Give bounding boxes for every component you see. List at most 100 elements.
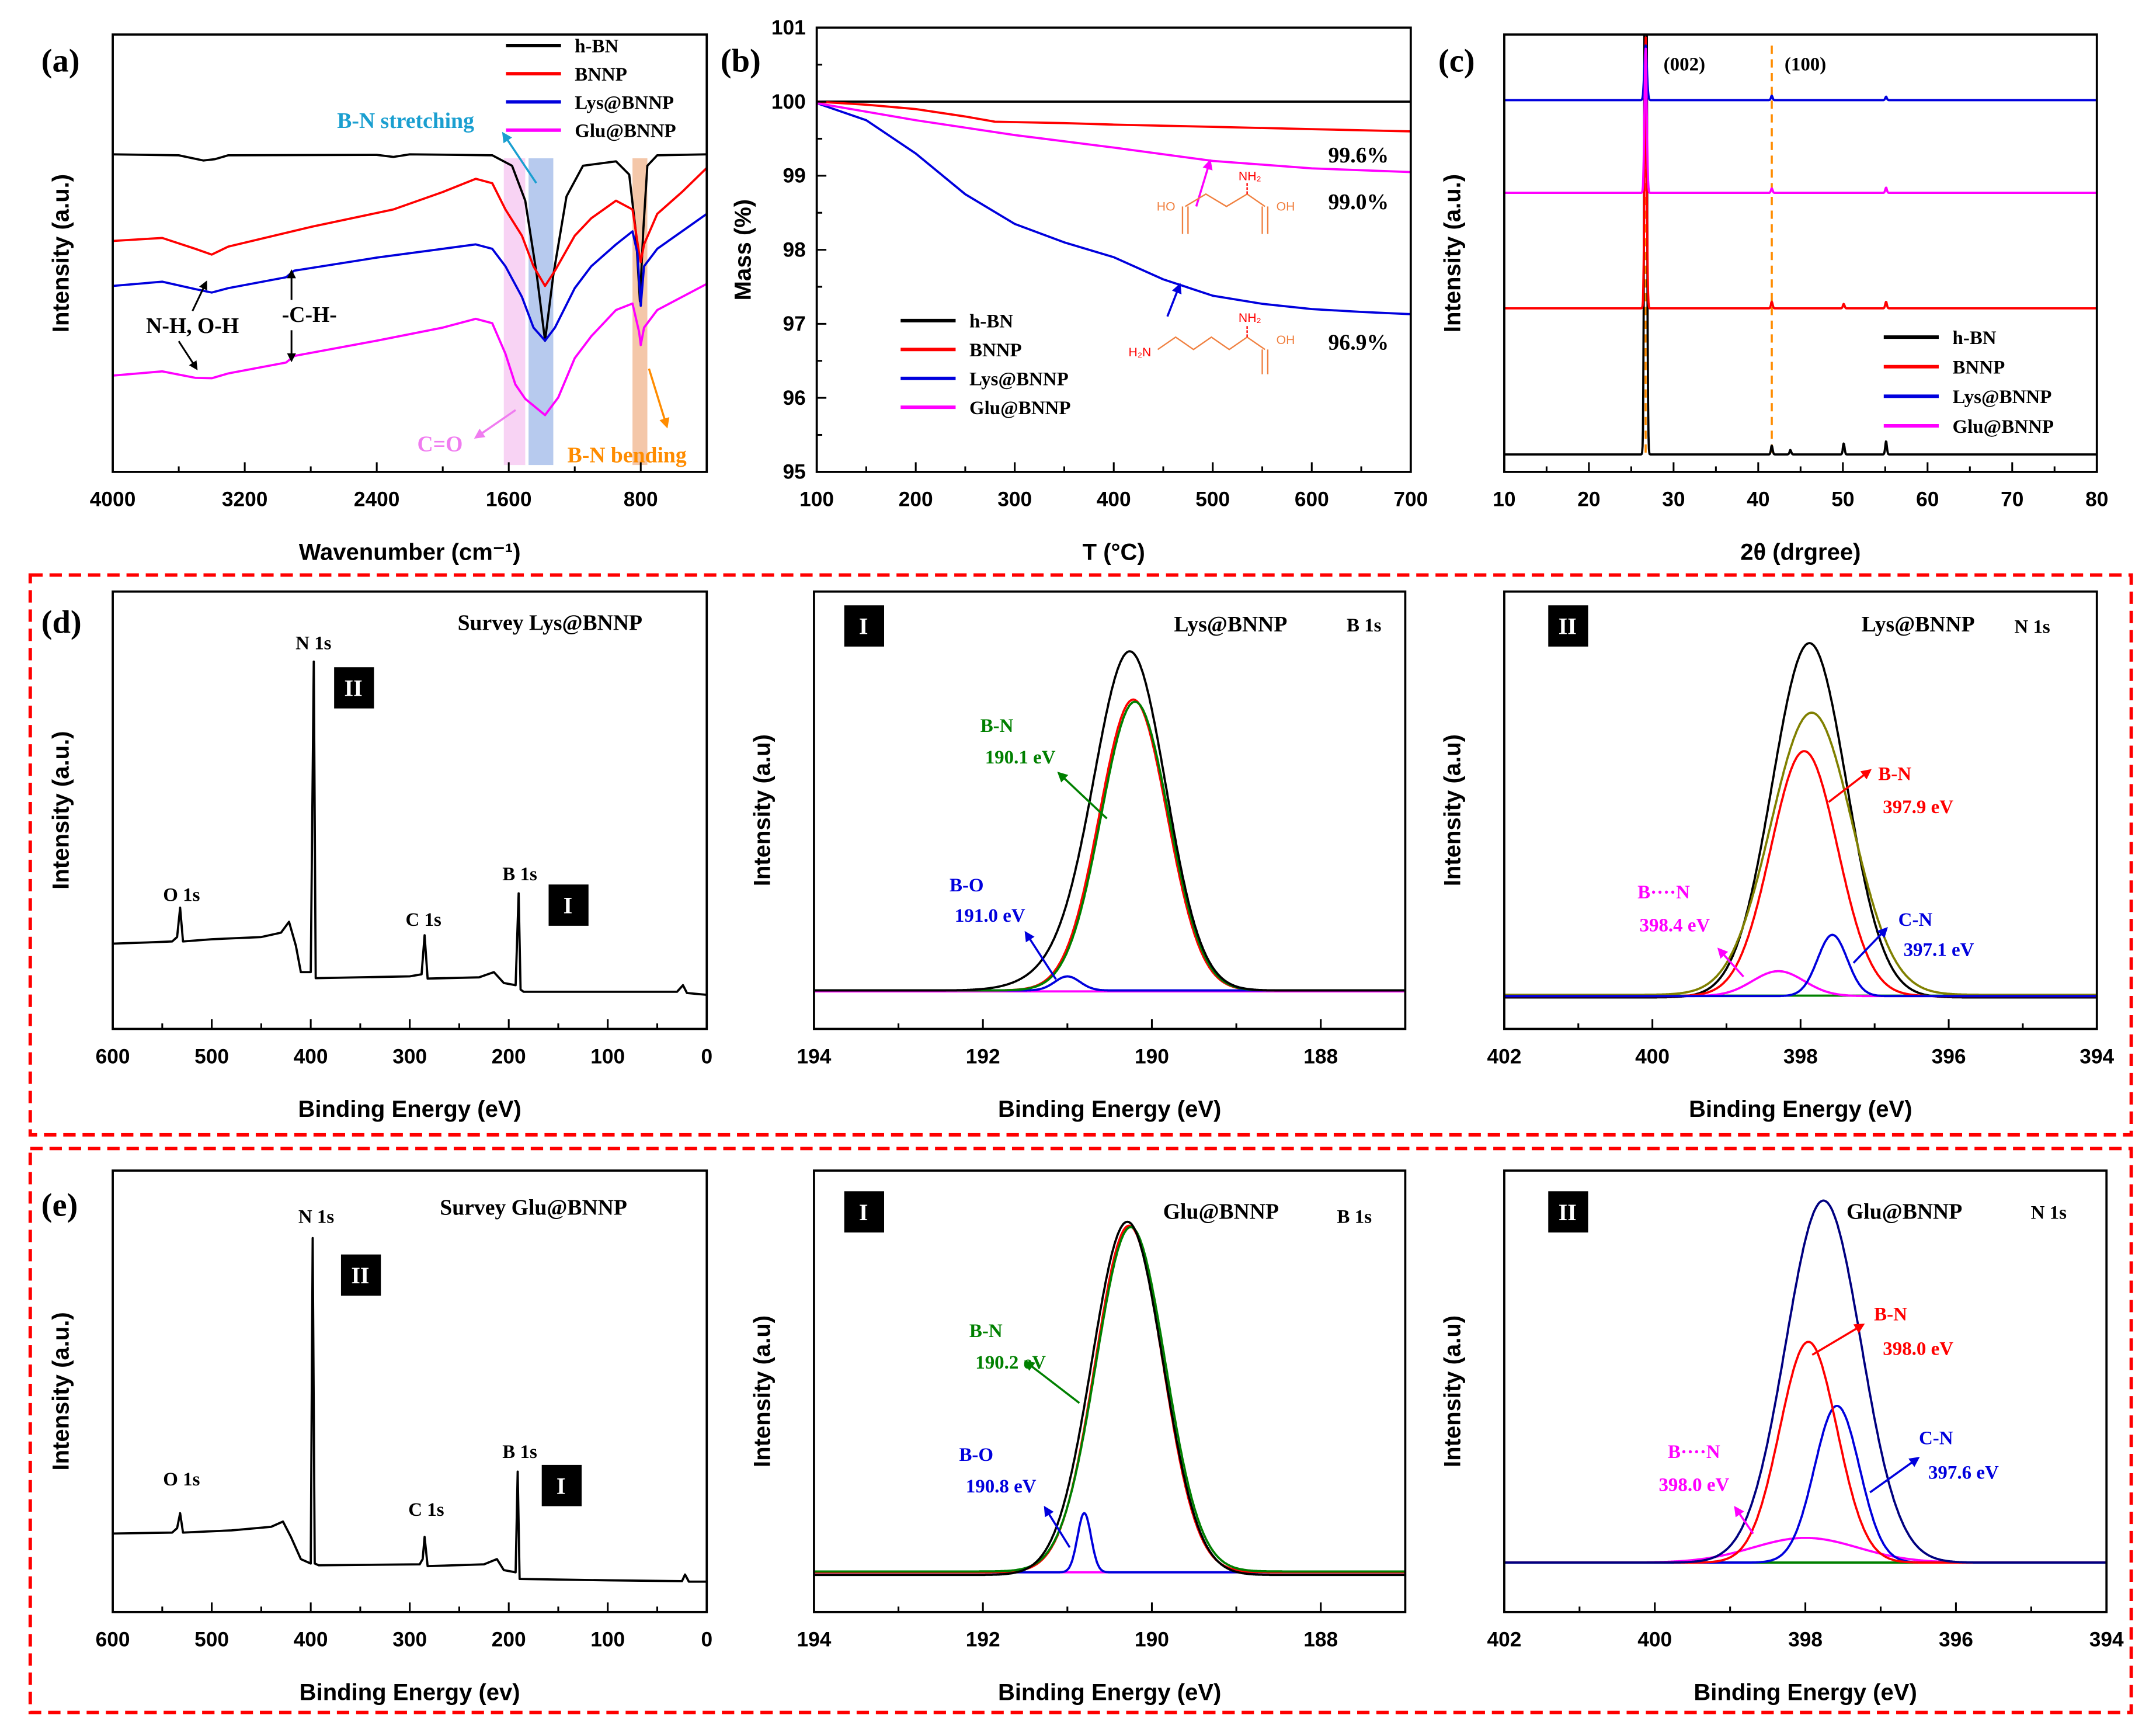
series-line-lys-bnnp — [113, 213, 707, 342]
x-tick-label: 0 — [701, 1045, 712, 1068]
label-ch: -C-H- — [282, 303, 337, 327]
label-bn: B-N — [980, 716, 1014, 737]
glu-nh2-label: NH₂ — [1239, 170, 1261, 183]
label-bn: B-N — [1878, 763, 1911, 784]
arrow-bn — [1828, 769, 1872, 803]
y-axis-label: Intensity (a.u.) — [48, 731, 74, 889]
series-line-c-n — [1504, 933, 2097, 998]
label-bn-ev: 397.9 eV — [1883, 797, 1953, 818]
x-tick-label: 402 — [1487, 1045, 1521, 1068]
x-tick-label: 300 — [392, 1045, 427, 1068]
x-tick-label: 800 — [624, 488, 658, 511]
y-axis-label: Intensity (a.u.) — [48, 1312, 74, 1470]
x-tick-label: 500 — [194, 1629, 229, 1651]
x-tick-label: 398 — [1783, 1045, 1818, 1068]
label-bo-ev: 191.0 eV — [955, 905, 1025, 926]
annotations-b: 99.6% 99.0% 96.9% HO OH NH₂ H₂N OH NH₂ — [1129, 143, 1389, 374]
series-line-glu-bnnp — [816, 102, 1411, 173]
label-cn-ev: 397.6 eV — [1928, 1462, 1999, 1483]
label-bxn: B····N — [1637, 882, 1690, 903]
series-line-glu-bnnp — [113, 283, 707, 416]
y-axis-label: Intensity (a.u) — [1440, 1315, 1466, 1467]
x-axis-label: Binding Energy (eV) — [1689, 1096, 1912, 1122]
label-bo: B-O — [950, 875, 984, 896]
x-tick-label: 300 — [997, 488, 1032, 511]
legend-label: h-BN — [575, 36, 618, 57]
series-group — [813, 1220, 1406, 1577]
lysine-structure — [1157, 324, 1269, 374]
x-tick-label: 400 — [294, 1045, 328, 1068]
plot-frame — [112, 1169, 708, 1613]
marker-box-i — [844, 605, 885, 647]
arrow-bn — [1811, 1323, 1865, 1356]
marker-i: I — [557, 1473, 566, 1499]
y-axis-label: Intensity (a.u) — [1440, 734, 1466, 886]
arrow-nh-oh-2 — [178, 341, 198, 370]
label-bnnp-percent: 99.6% — [1329, 143, 1389, 168]
label-nh-oh: N-H, O-H — [146, 314, 239, 338]
x-tick-label: 80 — [2085, 488, 2108, 511]
series-line-b-n — [813, 1225, 1406, 1573]
arrow-nh-oh-1 — [192, 280, 207, 312]
y-tick-label: 98 — [783, 238, 806, 261]
label-bn-bending: B-N bending — [568, 443, 687, 467]
y-tick-label: 101 — [771, 16, 806, 39]
marker-box-i — [844, 1191, 885, 1232]
panel-title: Lys@BNNP — [1174, 612, 1287, 637]
x-tick-label: 0 — [701, 1629, 712, 1651]
label-cn: C-N — [1919, 1428, 1953, 1449]
panel-title: Glu@BNNP — [1163, 1199, 1279, 1224]
legend-label: Glu@BNNP — [575, 121, 676, 142]
x-tick-label: 500 — [194, 1045, 229, 1068]
x-tick-label: 402 — [1487, 1629, 1521, 1651]
series-line-000000-4 — [813, 650, 1406, 992]
highlight-band — [503, 158, 526, 466]
x-tick-label: 400 — [1097, 488, 1131, 511]
legend-label: Lys@BNNP — [969, 369, 1069, 390]
arrow-bxn — [1734, 1505, 1754, 1534]
marker-i: I — [564, 893, 573, 919]
x-tick-label: 100 — [590, 1045, 625, 1068]
annotations-d-b1s: I Lys@BNNP B 1s B-N 190.1 eV B-O 191.0 e… — [844, 605, 1382, 980]
series-group — [113, 1237, 707, 1583]
x-axis-label: T (°C) — [1083, 540, 1145, 565]
series-line-808000-2 — [1504, 711, 2097, 996]
x-tick-label: 194 — [797, 1629, 831, 1651]
lys-nh2-label: NH₂ — [1239, 311, 1261, 325]
series-line-b-n — [813, 700, 1406, 992]
label-bn-ev: 190.1 eV — [985, 747, 1056, 768]
x-tick-label: 20 — [1577, 488, 1600, 511]
x-tick-label: 300 — [392, 1629, 427, 1651]
marker-ii: II — [345, 675, 363, 702]
panel-d-n1s: 402 400 398 396 394 Binding Energy (eV) Intens… — [1440, 590, 2115, 1122]
marker-box-ii — [1548, 605, 1588, 647]
x-tick-label: 400 — [1635, 1045, 1670, 1068]
x-tick-label: 394 — [2089, 1629, 2124, 1651]
panel-title: Lys@BNNP — [1862, 612, 1975, 637]
label-b1s: B 1s — [502, 864, 537, 885]
x-tick-label: 2400 — [354, 488, 400, 511]
label-bn-ev: 398.0 eV — [1883, 1339, 1953, 1360]
marker-box-i — [541, 1464, 582, 1506]
y-axis-label: Mass (%) — [731, 199, 756, 300]
plot-frame — [112, 590, 708, 1030]
annotations-e-n1s: II Glu@BNNP N 1s B-N 398.0 eV B····N 398… — [1548, 1191, 2067, 1534]
x-tick-label: 192 — [966, 1045, 1000, 1068]
x-tick-label: 100 — [799, 488, 834, 511]
panel-e-n1s: 402 400 398 396 394 Binding Energy (eV) Intens… — [1440, 1169, 2124, 1706]
label-cn: C-N — [1898, 909, 1933, 931]
x-tick-label: 398 — [1788, 1629, 1823, 1651]
series-group — [813, 650, 1406, 993]
plot-frame — [813, 1169, 1407, 1613]
series-line-glu-bnnp — [1504, 47, 2097, 195]
y-tick-label: 96 — [783, 387, 806, 409]
annotations-e-b1s: I Glu@BNNP B 1s B-N 190.2 eV B-O 190.8 e… — [844, 1191, 1372, 1548]
glutamic-acid-structure — [1181, 183, 1269, 234]
marker-box-i — [548, 884, 589, 926]
plot-frame — [1503, 590, 2098, 1030]
legend-label: Glu@BNNP — [969, 398, 1070, 419]
y-axis-label: Intensity (a.u.) — [1440, 174, 1466, 332]
label-peak-002: (002) — [1664, 54, 1705, 75]
arrow-bn-stretching — [502, 131, 537, 184]
